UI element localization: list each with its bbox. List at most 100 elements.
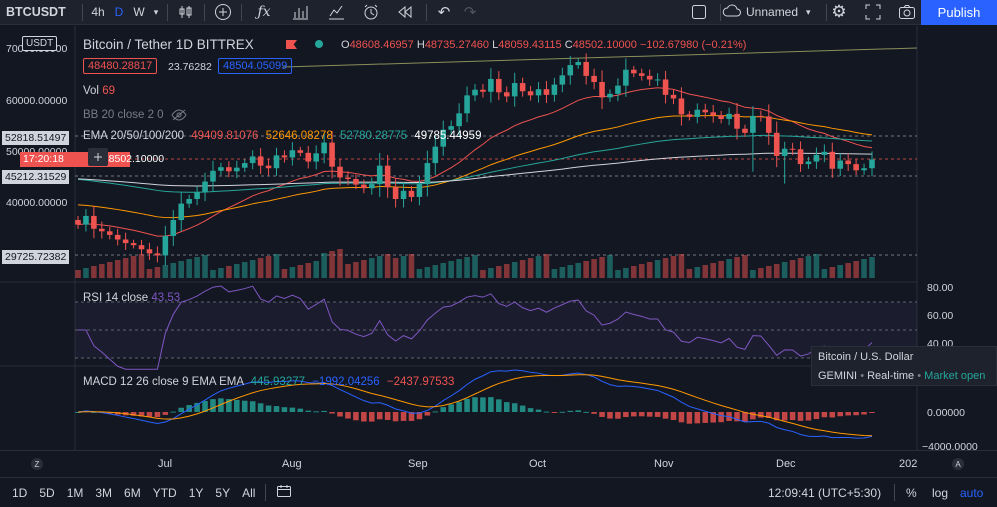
macd-histogram-bar (400, 412, 407, 421)
volume-bar (503, 264, 510, 278)
fullscreen-box-icon[interactable] (686, 0, 712, 25)
currency-badge[interactable]: USDT (22, 36, 58, 51)
macd-histogram-bar (337, 412, 343, 417)
candle-body (146, 249, 153, 254)
price-axis-label-60000: 60000.00000 (6, 95, 68, 107)
macd-histogram-bar (519, 405, 526, 412)
interval-dropdown-icon[interactable]: ▾ (153, 6, 159, 17)
clock-timezone[interactable]: 12:09:41 (UTC+5:30) (768, 485, 882, 500)
volume-bar (448, 261, 454, 278)
replay-icon[interactable] (388, 0, 422, 25)
candle-body (138, 245, 145, 250)
buy-price-box[interactable]: 48504.05099 (218, 58, 293, 74)
divider (894, 484, 895, 501)
expand-fullscreen-icon[interactable] (860, 0, 886, 25)
candle-body (813, 154, 820, 162)
legend-flag-icon[interactable] (286, 40, 297, 49)
financials-icon[interactable] (282, 0, 318, 25)
interval-w-button[interactable]: W (133, 5, 145, 19)
indicators-fx-icon[interactable]: ƒx (257, 4, 271, 20)
sell-price-box[interactable]: 48480.28817 (83, 58, 158, 74)
camera-snapshot-icon[interactable] (894, 0, 920, 25)
macd-histogram-bar (845, 412, 851, 416)
chart-type-candles-icon[interactable] (172, 0, 200, 25)
range-3m-button[interactable]: 3M (95, 485, 113, 500)
interval-d-button[interactable]: D (114, 5, 124, 19)
layout-save-button[interactable]: Unnamed ▾ (722, 0, 820, 25)
range-6m-button[interactable]: 6M (124, 485, 141, 500)
macd-histogram-bar (551, 412, 558, 413)
macd-histogram-bar (686, 412, 693, 424)
volume-bar (496, 266, 502, 278)
candle-body (496, 78, 502, 93)
volume-bar (321, 253, 327, 278)
settings-gear-icon[interactable]: ⚙ (831, 2, 847, 21)
candle-body (599, 82, 605, 98)
range-1m-button[interactable]: 1M (66, 485, 84, 500)
candle-body (829, 151, 836, 169)
percent-scale-toggle[interactable]: % (906, 485, 917, 500)
rsi-legend[interactable]: RSI 14 close 43.53 (83, 292, 181, 304)
volume-bar (122, 258, 129, 278)
volume-bar (416, 269, 423, 278)
volume-bar (543, 254, 550, 278)
symbol-search-button[interactable]: BTCUSDT (6, 5, 66, 19)
range-1d-button[interactable]: 1D (12, 485, 28, 500)
macd-histogram-bar (194, 402, 200, 412)
volume-bar (226, 266, 232, 278)
chart-canvas[interactable] (0, 26, 997, 450)
spread-value: 23.76282 (168, 61, 212, 73)
volume-legend[interactable]: Vol 69 (83, 85, 115, 97)
time-axis[interactable]: Z Jul Aug Sep Oct Nov Dec 202 A (0, 450, 997, 477)
zoom-out-z-button[interactable]: Z (31, 458, 43, 470)
macd-histogram-bar (797, 412, 804, 421)
hidden-eye-icon[interactable] (171, 109, 187, 124)
candle-body (853, 164, 859, 171)
compare-add-icon[interactable] (209, 0, 237, 25)
macd-histogram-bar (829, 412, 836, 418)
macd-histogram-bar (472, 397, 478, 412)
time-label-nov: Nov (654, 458, 674, 470)
candle-body (400, 190, 407, 199)
redo-icon[interactable]: ↷ (463, 4, 477, 21)
macd-histogram-bar (321, 410, 327, 412)
range-5y-button[interactable]: 5Y (215, 485, 231, 500)
macd-histogram-bar (591, 412, 597, 414)
volume-bar (234, 264, 240, 278)
auto-scale-a-button[interactable]: A (952, 458, 964, 470)
interval-4h-button[interactable]: 4h (91, 5, 105, 19)
auto-scale-toggle[interactable]: auto (960, 485, 984, 500)
volume-bar (583, 261, 589, 278)
candle-body (91, 215, 97, 229)
log-scale-toggle[interactable]: log (932, 485, 949, 500)
volume-bar (797, 258, 804, 278)
publish-button[interactable]: Publish (921, 0, 997, 25)
volume-bar (305, 263, 312, 278)
candle-body (845, 160, 851, 165)
macd-legend[interactable]: MACD 12 26 close 9 EMA EMA 445.93277 −19… (83, 376, 455, 388)
macd-histogram-bar (329, 412, 335, 414)
volume-bar (591, 259, 597, 278)
macd-histogram-bar (535, 409, 542, 412)
bar-countdown: 17:20:18 (23, 153, 64, 165)
undo-icon[interactable]: ↶ (437, 4, 451, 21)
range-all-button[interactable]: All (242, 485, 256, 500)
volume-bar (400, 256, 407, 278)
macd-histogram-bar (146, 412, 153, 417)
bb-legend[interactable]: BB 20 close 2 0 (83, 109, 164, 121)
plus-crosshair-button[interactable] (88, 148, 108, 166)
alert-clock-icon[interactable] (354, 0, 388, 25)
candle-body (218, 167, 224, 171)
macd-histogram-bar (257, 403, 264, 412)
volume-bar (726, 259, 732, 278)
ema-legend[interactable]: EMA 20/50/100/200 49409.81076 52646.0827… (83, 130, 482, 142)
symbol-legend-title[interactable]: Bitcoin / Tether 1D BITTREX (83, 37, 254, 52)
range-1y-button[interactable]: 1Y (188, 485, 204, 500)
volume-bar (353, 262, 359, 278)
templates-icon[interactable] (318, 0, 354, 25)
range-5d-button[interactable]: 5D (39, 485, 55, 500)
goto-date-icon[interactable] (270, 484, 298, 501)
candle-body (376, 165, 383, 185)
candle-body (114, 234, 121, 240)
range-ytd-button[interactable]: YTD (152, 485, 177, 500)
